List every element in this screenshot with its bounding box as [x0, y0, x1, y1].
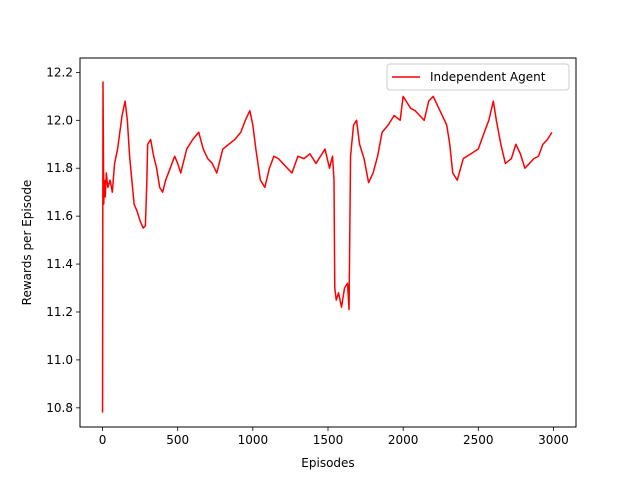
y-tick-label: 10.8: [46, 401, 73, 415]
y-axis-label: Rewards per Episode: [20, 180, 34, 306]
y-tick-label: 11.0: [46, 353, 73, 367]
legend-label: Independent Agent: [430, 70, 546, 84]
x-tick-label: 0: [99, 433, 107, 447]
x-tick-label: 1500: [313, 433, 344, 447]
y-tick-label: 11.6: [46, 209, 73, 223]
x-tick-label: 500: [166, 433, 189, 447]
legend-box: [386, 63, 570, 91]
y-tick-label: 12.2: [46, 65, 73, 79]
x-axis: 0 500 1000 1500 2000 2500 3000: [99, 427, 569, 447]
x-tick-label: 1000: [238, 433, 269, 447]
y-tick-label: 11.4: [46, 257, 73, 271]
x-tick-label: 2000: [388, 433, 419, 447]
y-tick-label: 12.0: [46, 113, 73, 127]
x-tick-label: 3000: [538, 433, 569, 447]
plot-area: [101, 81, 553, 413]
y-tick-label: 11.8: [46, 161, 73, 175]
legend: Independent Agent: [386, 63, 570, 91]
y-tick-label: 11.2: [46, 305, 73, 319]
y-axis: 10.8 11.0 11.2 11.4 11.6 11.8 12.0 12.2: [46, 65, 80, 415]
x-axis-label: Episodes: [301, 456, 354, 470]
x-tick-label: 2500: [463, 433, 494, 447]
series-line-0: [101, 81, 553, 413]
